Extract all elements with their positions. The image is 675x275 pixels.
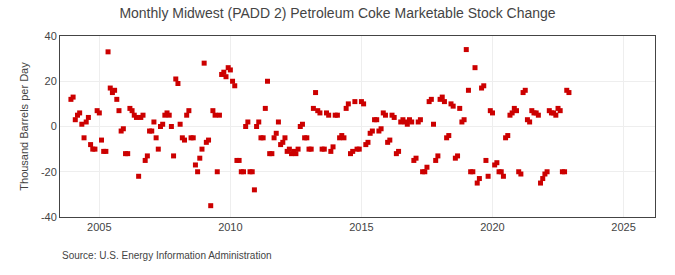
svg-text:-20: -20 [41, 166, 57, 178]
svg-text:2015: 2015 [349, 221, 373, 233]
svg-text:0: 0 [51, 120, 57, 132]
svg-text:20: 20 [45, 75, 57, 87]
svg-text:2005: 2005 [87, 221, 111, 233]
svg-text:Thousand Barrels per Day: Thousand Barrels per Day [18, 62, 30, 191]
svg-text:Source: U.S. Energy Informatio: Source: U.S. Energy Information Administ… [62, 250, 272, 261]
svg-text:Monthly Midwest (PADD 2) Petro: Monthly Midwest (PADD 2) Petroleum Coke … [119, 5, 555, 21]
svg-text:40: 40 [45, 30, 57, 42]
svg-text:2020: 2020 [480, 221, 504, 233]
svg-text:2025: 2025 [611, 221, 635, 233]
svg-text:-40: -40 [41, 211, 57, 223]
svg-text:2010: 2010 [218, 221, 242, 233]
